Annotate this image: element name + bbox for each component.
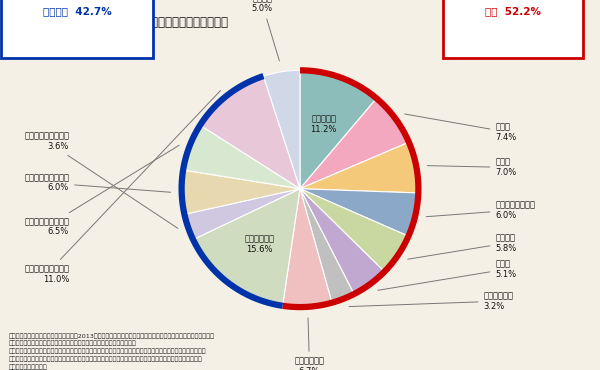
Text: （備考）　１．消費者安全法に基づき、2013年度に消費者庁へ通知された消費者事故等のうち、財産事案の件数。: （備考） １．消費者安全法に基づき、2013年度に消費者庁へ通知された消費者事故… <box>9 333 215 339</box>
Text: 補修、管理・保管、役務一般、教育サービス、他の役務、内職・副業・ねずみ講、他の行政サー: 補修、管理・保管、役務一般、教育サービス、他の役務、内職・副業・ねずみ講、他の行… <box>9 356 203 362</box>
Text: サービス  42.7%: サービス 42.7% <box>43 6 112 16</box>
Text: 財産事案の内訳では、サービスより商品が多い: 財産事案の内訳では、サービスより商品が多い <box>81 16 228 29</box>
Text: 金融・保険サービス
11.0%: 金融・保険サービス 11.0% <box>24 91 221 284</box>
Wedge shape <box>300 189 385 294</box>
Text: 図袅4-1-24: 図袅4-1-24 <box>12 17 62 28</box>
Text: 他の相談
5.0%: 他の相談 5.0% <box>251 0 280 61</box>
Text: ３．「その他のサービス」とは、クリーニング、レンタル・リース・賊借、工事・建築・加工、修理・: ３．「その他のサービス」とは、クリーニング、レンタル・リース・賊借、工事・建築・… <box>9 349 206 354</box>
Wedge shape <box>300 98 409 189</box>
Text: 食料品
7.4%: 食料品 7.4% <box>404 114 517 142</box>
Text: 住居品
7.0%: 住居品 7.0% <box>427 158 517 177</box>
Wedge shape <box>283 189 332 307</box>
Wedge shape <box>300 70 377 189</box>
Text: 教養・娯楽サービス
6.0%: 教養・娯楽サービス 6.0% <box>24 173 170 192</box>
Wedge shape <box>184 189 300 239</box>
Wedge shape <box>300 189 418 236</box>
Wedge shape <box>300 189 354 303</box>
Text: その他の役務
15.6%: その他の役務 15.6% <box>244 234 274 253</box>
Wedge shape <box>300 189 409 272</box>
Text: 商品一般
5.8%: 商品一般 5.8% <box>407 233 517 259</box>
Wedge shape <box>200 76 300 189</box>
Text: 運輸・通信サービス
6.5%: 運輸・通信サービス 6.5% <box>24 145 179 236</box>
Text: 商品  52.2%: 商品 52.2% <box>485 6 541 16</box>
Text: その他の商品
6.7%: その他の商品 6.7% <box>295 318 325 370</box>
Text: ビス。: ビス。 <box>9 364 48 370</box>
Wedge shape <box>182 170 300 214</box>
Wedge shape <box>263 70 300 189</box>
FancyBboxPatch shape <box>1 4 72 41</box>
Text: 被服品
5.1%: 被服品 5.1% <box>378 259 517 290</box>
Wedge shape <box>183 125 300 189</box>
Text: 車両・乗り物
3.2%: 車両・乗り物 3.2% <box>349 292 514 311</box>
Text: 土地・建物・設備
6.0%: 土地・建物・設備 6.0% <box>426 200 535 220</box>
Wedge shape <box>300 142 418 193</box>
Text: 教養娯楽品
11.2%: 教養娯楽品 11.2% <box>310 115 337 134</box>
Text: 保健・福祉サービス
3.6%: 保健・福祉サービス 3.6% <box>24 132 178 228</box>
Wedge shape <box>193 189 300 306</box>
Text: ２．「その他商品」とは、光熱水品、保健衛生品、他の商品。: ２．「その他商品」とは、光熱水品、保健衛生品、他の商品。 <box>9 341 137 346</box>
